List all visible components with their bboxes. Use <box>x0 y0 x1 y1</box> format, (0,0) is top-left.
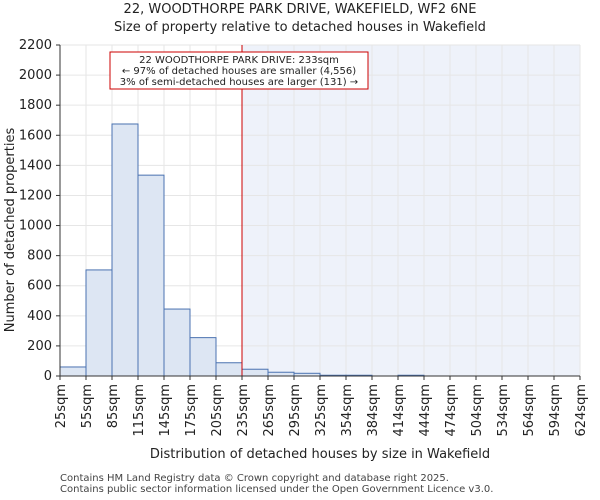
y-tick-label: 1600 <box>19 128 52 143</box>
x-tick-label: 205sqm <box>210 384 225 437</box>
footer-licence: Contains public sector information licen… <box>60 484 494 495</box>
x-tick-label: 25sqm <box>54 384 69 428</box>
x-tick-label: 504sqm <box>470 384 485 437</box>
x-tick-label: 444sqm <box>418 384 433 437</box>
x-tick-label: 564sqm <box>522 384 537 437</box>
y-tick-label: 400 <box>27 309 52 324</box>
highlight-region <box>242 45 580 376</box>
x-tick-label: 115sqm <box>132 384 147 437</box>
x-tick-label: 474sqm <box>444 384 459 437</box>
x-tick-label: 384sqm <box>366 384 381 437</box>
x-tick-label: 325sqm <box>314 384 329 437</box>
y-tick-label: 1800 <box>19 98 52 113</box>
x-tick-label: 624sqm <box>574 384 589 437</box>
bar-chart: 0 200 400 600 800 1000 1200 1400 1600 1800 2000 220… <box>3 38 589 462</box>
x-tick-label: 354sqm <box>340 384 355 437</box>
bar-25sqm <box>59 366 87 377</box>
x-tick-label: 55sqm <box>80 384 95 428</box>
bar-175sqm <box>189 337 217 377</box>
y-tick-label: 600 <box>27 279 52 294</box>
x-tick-label: 175sqm <box>184 384 199 437</box>
y-tick-label: 1400 <box>19 158 52 173</box>
x-tick-label: 594sqm <box>548 384 563 437</box>
y-tick-label: 2200 <box>19 38 52 53</box>
bar-55sqm <box>85 269 113 377</box>
annotation-line-2: ← 97% of detached houses are smaller (4,… <box>122 66 356 77</box>
y-tick-label: 800 <box>27 249 52 264</box>
chart-subtitle: Size of property relative to detached ho… <box>114 20 486 35</box>
annotation-line-1: 22 WOODTHORPE PARK DRIVE: 233sqm <box>139 55 339 66</box>
annotation-box: 22 WOODTHORPE PARK DRIVE: 233sqm ← 97% o… <box>109 51 369 90</box>
x-tick-label: 295sqm <box>288 384 303 437</box>
x-tick-label: 534sqm <box>496 384 511 437</box>
bar-205sqm <box>215 362 243 377</box>
footer-copyright: Contains HM Land Registry data © Crown c… <box>60 473 449 484</box>
x-tick-label: 145sqm <box>158 384 173 437</box>
bar-265sqm <box>267 371 295 377</box>
y-tick-label: 200 <box>27 339 52 354</box>
chart-title: 22, WOODTHORPE PARK DRIVE, WAKEFIELD, WF… <box>123 2 477 17</box>
x-tick-label: 265sqm <box>262 384 277 437</box>
bar-85sqm <box>111 123 139 377</box>
y-tick-label: 1000 <box>19 219 52 234</box>
y-tick-label: 1200 <box>19 188 52 203</box>
y-tick-label: 0 <box>44 369 52 384</box>
bar-145sqm <box>163 308 191 377</box>
x-tick-label: 85sqm <box>106 384 121 428</box>
y-axis-label: Number of detached properties <box>3 128 18 333</box>
bar-115sqm <box>137 174 165 377</box>
bar-235sqm <box>241 368 269 377</box>
annotation-line-3: 3% of semi-detached houses are larger (1… <box>120 77 358 88</box>
x-axis-label: Distribution of detached houses by size … <box>150 447 490 462</box>
y-tick-label: 2000 <box>19 68 52 83</box>
x-tick-label: 414sqm <box>392 384 407 437</box>
x-tick-label: 235sqm <box>236 384 251 437</box>
